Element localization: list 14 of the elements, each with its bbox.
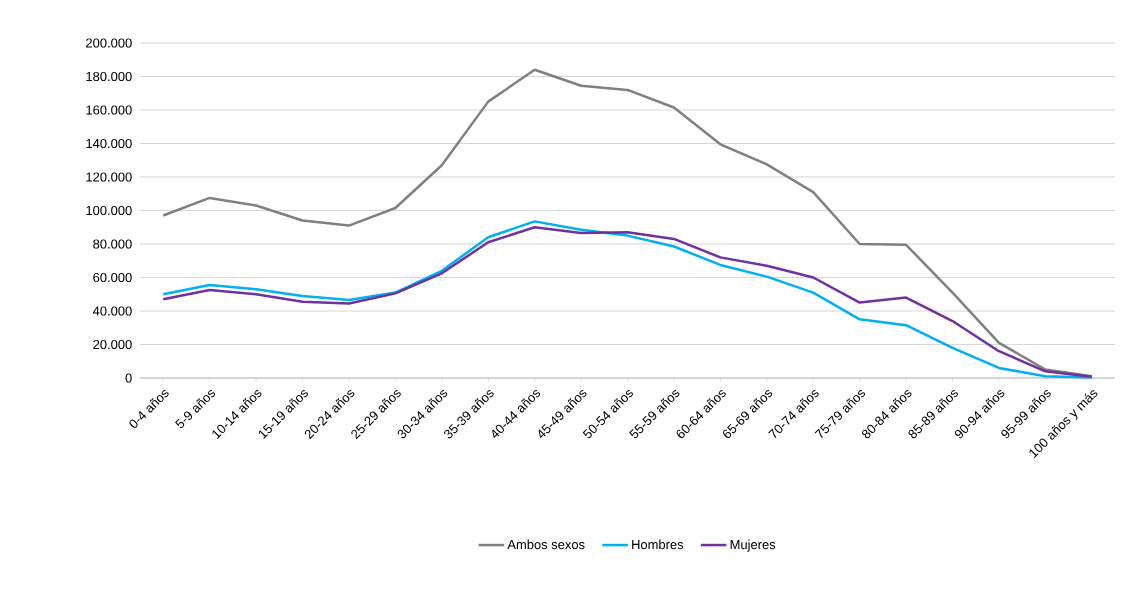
y-tick-label: 160.000	[86, 105, 132, 115]
y-tick-label: 100.000	[86, 205, 132, 216]
y-tick-label: 140.000	[86, 138, 132, 149]
y-tick-label: 0	[125, 373, 132, 383]
y-tick-label: 20.000	[93, 339, 132, 350]
y-tick-label: 200.000	[86, 38, 132, 48]
y-tick-label: 40.000	[92, 306, 132, 316]
legend-label: Ambos sexos	[507, 539, 585, 550]
y-tick-label: 60.000	[93, 272, 132, 283]
y-tick-label: 120.000	[86, 172, 132, 182]
y-tick-label: 80.000	[93, 239, 132, 249]
legend-label: Mujeres	[730, 539, 776, 552]
legend-label: Hombres	[632, 539, 684, 550]
y-tick-label: 180.000	[86, 71, 132, 82]
